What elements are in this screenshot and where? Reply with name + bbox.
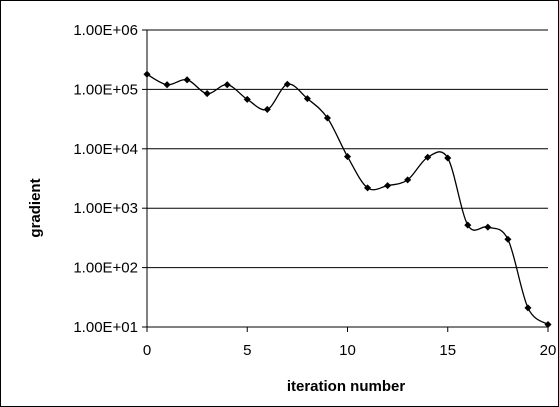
gridlines [147,29,548,269]
data-point [323,114,331,122]
series-line [146,73,549,326]
data-point [303,95,311,103]
x-axis-title: iteration number [287,378,406,395]
y-tick-label: 1.00E+03 [73,200,138,217]
data-point [223,81,231,89]
data-point [343,153,352,161]
data-point [404,176,412,184]
y-tick-labels: 1.00E+01 1.00E+02 1.00E+03 1.00E+04 1.00E+05… [73,22,138,336]
data-point [504,235,512,243]
x-tick-labels: 0 5 10 15 20 [143,342,557,359]
data-point [163,81,171,89]
y-tick-label: 1.00E+02 [73,260,138,277]
data-point [243,95,251,103]
x-tick-label: 5 [243,342,251,359]
y-tick-label: 1.00E+01 [73,319,138,336]
data-point [544,321,552,329]
data-point [364,184,372,192]
data-point [203,90,211,98]
y-tick-label: 1.00E+06 [73,22,138,39]
x-tick-label: 15 [439,342,456,359]
y-axis-title: gradient [27,178,44,237]
data-point [524,304,532,312]
data-point [464,221,472,229]
data-point [283,80,291,88]
data-point [484,223,492,231]
x-tick-label: 10 [339,342,356,359]
data-points [143,70,552,329]
data-point [444,154,452,162]
data-point [183,76,191,84]
y-tick-label: 1.00E+04 [73,141,138,158]
x-tick-label: 20 [540,342,557,359]
x-tick-label: 0 [143,342,151,359]
data-point [263,105,271,113]
data-point [143,70,151,78]
data-point [384,182,392,190]
axes [142,29,549,332]
y-tick-label: 1.00E+05 [73,81,138,98]
data-point [424,153,432,161]
